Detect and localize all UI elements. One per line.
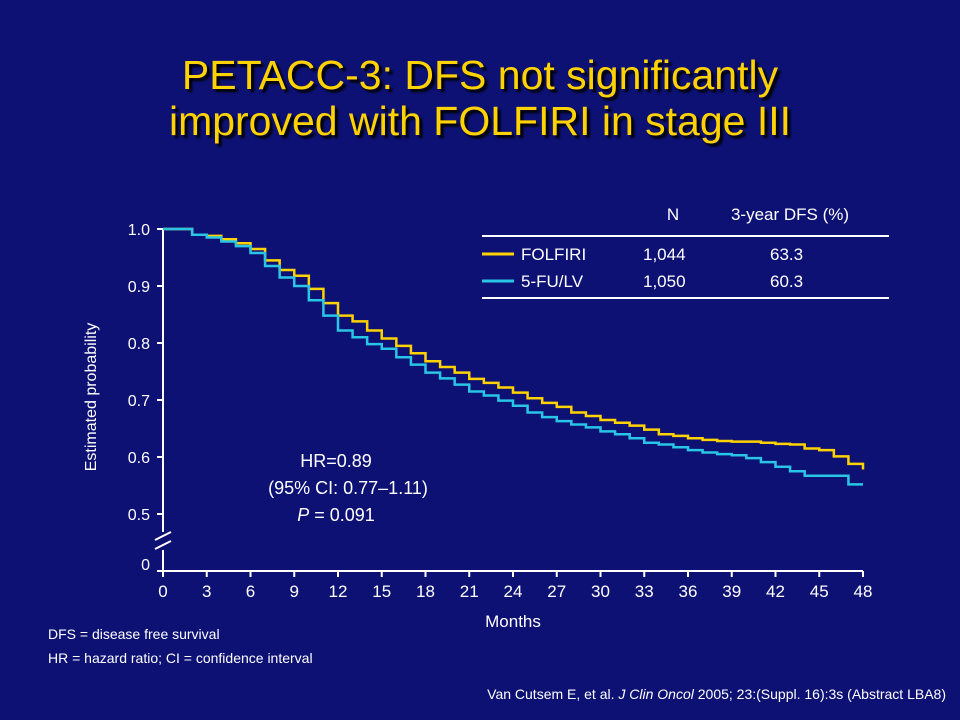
y-tick-label: 0.8: [128, 336, 150, 353]
x-tick-label: 15: [372, 582, 391, 601]
series-line-5-fu-lv: [163, 227, 863, 486]
y-tick-label: 0.6: [128, 450, 150, 467]
x-tick-label: 9: [290, 582, 299, 601]
chart-curves: [163, 227, 865, 486]
legend-dfs: 63.3: [770, 245, 803, 264]
y-axis-break-mark: [154, 531, 172, 541]
series-line-folfiri: [163, 227, 865, 470]
footnote-dfs: DFS = disease free survival: [48, 626, 220, 642]
x-tick-label: 3: [202, 582, 211, 601]
chart-axes: 0.50.60.70.80.91.000 3 6 9 12 15 18 21 24 27 30 33 3…: [83, 222, 872, 631]
y-tick-label: 0.9: [128, 279, 150, 296]
y-axis-break-mark: [154, 540, 172, 550]
x-tick-label: 36: [679, 582, 698, 601]
legend-header-dfs: 3-year DFS (%): [731, 205, 849, 224]
annotation-p-label: P: [297, 505, 309, 525]
legend-name: FOLFIRI: [521, 245, 586, 264]
slide-title-line-1: PETACC-3: DFS not significantly: [181, 52, 779, 98]
y-tick-label: 0.7: [128, 393, 150, 410]
y-tick-label-zero: 0: [141, 557, 150, 574]
citation-pre: Van Cutsem E, et al.: [487, 686, 619, 702]
x-tick-label: 48: [854, 582, 873, 601]
x-tick-label: 33: [635, 582, 654, 601]
x-tick-label: 39: [722, 582, 741, 601]
y-axis-label: Estimated probability: [83, 323, 100, 472]
x-tick-label: 18: [416, 582, 435, 601]
y-tick-label: 0.5: [128, 507, 150, 524]
legend-n: 1,050: [643, 272, 686, 291]
x-tick-label: 45: [810, 582, 829, 601]
chart-legend: N 3-year DFS (%) FOLFIRI 1,044 63.3 5-FU/LV 1,…: [482, 205, 889, 299]
x-tick-label: 42: [766, 582, 785, 601]
x-tick-label: 30: [591, 582, 610, 601]
legend-name: 5-FU/LV: [521, 272, 584, 291]
annotation-p-value: = 0.091: [309, 505, 375, 525]
x-tick-label: 21: [460, 582, 479, 601]
legend-dfs: 60.3: [770, 272, 803, 291]
citation-post: 2005; 23:(Suppl. 16):3s (Abstract LBA8): [693, 686, 946, 702]
x-tick-label: 12: [329, 582, 348, 601]
citation-journal: J Clin Oncol: [618, 686, 694, 702]
x-tick-label: 24: [504, 582, 523, 601]
citation: Van Cutsem E, et al. J Clin Oncol 2005; …: [487, 686, 946, 702]
annotation-ci: (95% CI: 0.77–1.11): [268, 478, 428, 498]
slide-title: PETACC-3: DFS not significantly improved…: [0, 52, 960, 144]
slide-title-line-2: improved with FOLFIRI in stage III: [168, 98, 792, 144]
x-tick-label: 6: [246, 582, 255, 601]
x-tick-label: 0: [158, 582, 167, 601]
y-tick-label: 1.0: [128, 222, 150, 239]
x-axis-label: Months: [485, 612, 541, 631]
legend-header-n: N: [667, 205, 679, 224]
annotation-p: P = 0.091: [297, 505, 375, 525]
legend-n: 1,044: [643, 245, 686, 264]
annotation-hr: HR=0.89: [300, 451, 372, 471]
footnote-hr: HR = hazard ratio; CI = confidence inter…: [48, 650, 313, 666]
x-tick-label: 27: [547, 582, 566, 601]
chart-annotation: HR=0.89 (95% CI: 0.77–1.11) P = 0.091: [268, 451, 428, 525]
